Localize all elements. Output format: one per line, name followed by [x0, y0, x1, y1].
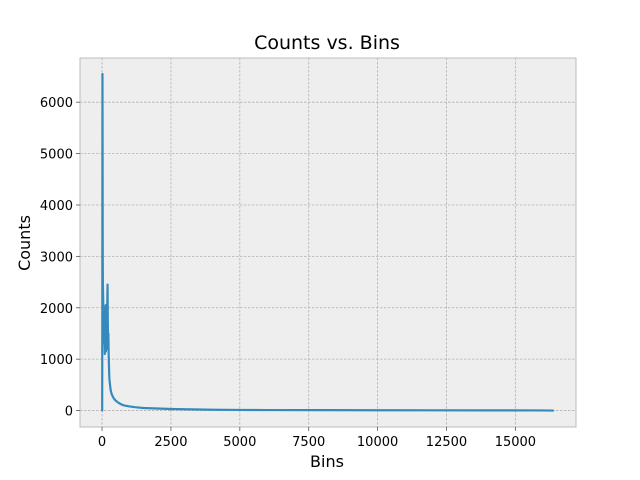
data-point	[103, 317, 106, 319]
data-point	[101, 306, 104, 309]
data-point	[102, 332, 105, 335]
x-tick-label: 0	[98, 435, 106, 450]
data-point	[239, 409, 241, 411]
plot-frame	[79, 57, 577, 428]
x-tick-label: 15000	[495, 435, 536, 450]
data-point	[109, 386, 112, 389]
data-point	[101, 73, 104, 75]
data-point	[107, 353, 110, 355]
data-point	[117, 402, 120, 404]
y-tick-label: 5000	[40, 148, 73, 163]
data-point	[101, 152, 104, 155]
y-tick-label: 4000	[40, 199, 73, 214]
series-line	[101, 72, 554, 412]
data-point	[107, 332, 110, 335]
data-point	[128, 405, 131, 408]
y-axis-label: Counts	[15, 215, 34, 271]
data-point	[104, 327, 106, 330]
y-tick-label: 0	[65, 405, 73, 420]
x-axis-label: Bins	[310, 452, 344, 471]
ticks: 0 2500 5000 7500 10000 12500 15000 0 1000 2000 300…	[40, 96, 536, 450]
data-point	[156, 407, 158, 410]
data-point	[266, 409, 269, 411]
data-point	[134, 406, 136, 409]
data-point	[102, 296, 104, 299]
data-point	[101, 409, 103, 412]
data-point	[108, 381, 111, 384]
data-point	[113, 398, 116, 401]
x-tick-label: 5000	[223, 435, 256, 450]
data-point	[108, 378, 111, 381]
x-tick-label: 7500	[292, 435, 325, 450]
data-point	[110, 393, 113, 395]
plot-area	[80, 58, 576, 427]
data-point	[103, 342, 106, 345]
data-point	[104, 304, 107, 306]
data-point	[376, 409, 379, 412]
x-tick-label: 2500	[154, 435, 187, 450]
data-point	[106, 283, 109, 286]
data-point	[105, 342, 108, 345]
x-tick-label: 10000	[357, 435, 398, 450]
data-point	[103, 306, 105, 309]
data-point	[170, 408, 172, 410]
data-point	[115, 399, 117, 402]
data-point	[109, 384, 111, 386]
data-point	[105, 350, 107, 353]
data-point	[105, 332, 108, 335]
data-point	[110, 390, 112, 392]
data-point	[120, 403, 123, 406]
data-point	[321, 409, 324, 411]
y-tick-label: 6000	[40, 96, 73, 111]
data-point	[102, 281, 104, 283]
data-point	[102, 317, 105, 319]
data-point	[431, 409, 434, 412]
data-point	[542, 409, 544, 412]
y-tick-label: 2000	[40, 302, 73, 317]
data-point	[107, 322, 109, 324]
grid	[80, 58, 576, 427]
y-tick-label: 3000	[40, 250, 73, 265]
chart-title: Counts vs. Bins	[254, 32, 400, 54]
data-point	[183, 408, 186, 411]
data-point	[106, 348, 108, 350]
data-layer	[101, 72, 555, 412]
data-point	[104, 348, 107, 350]
data-point	[108, 373, 111, 376]
data-point	[105, 322, 107, 324]
data-point	[211, 408, 214, 411]
data-point	[107, 342, 109, 345]
data-point	[197, 408, 200, 411]
data-point	[142, 407, 145, 409]
data-point	[101, 255, 104, 258]
data-point	[108, 363, 110, 366]
data-point	[487, 409, 489, 412]
data-point	[104, 353, 106, 355]
data-point	[552, 409, 555, 412]
data-point	[112, 396, 114, 398]
data-point	[106, 301, 109, 304]
x-tick-label: 12500	[426, 435, 467, 450]
data-point	[123, 404, 125, 407]
y-tick-label: 1000	[40, 353, 73, 368]
